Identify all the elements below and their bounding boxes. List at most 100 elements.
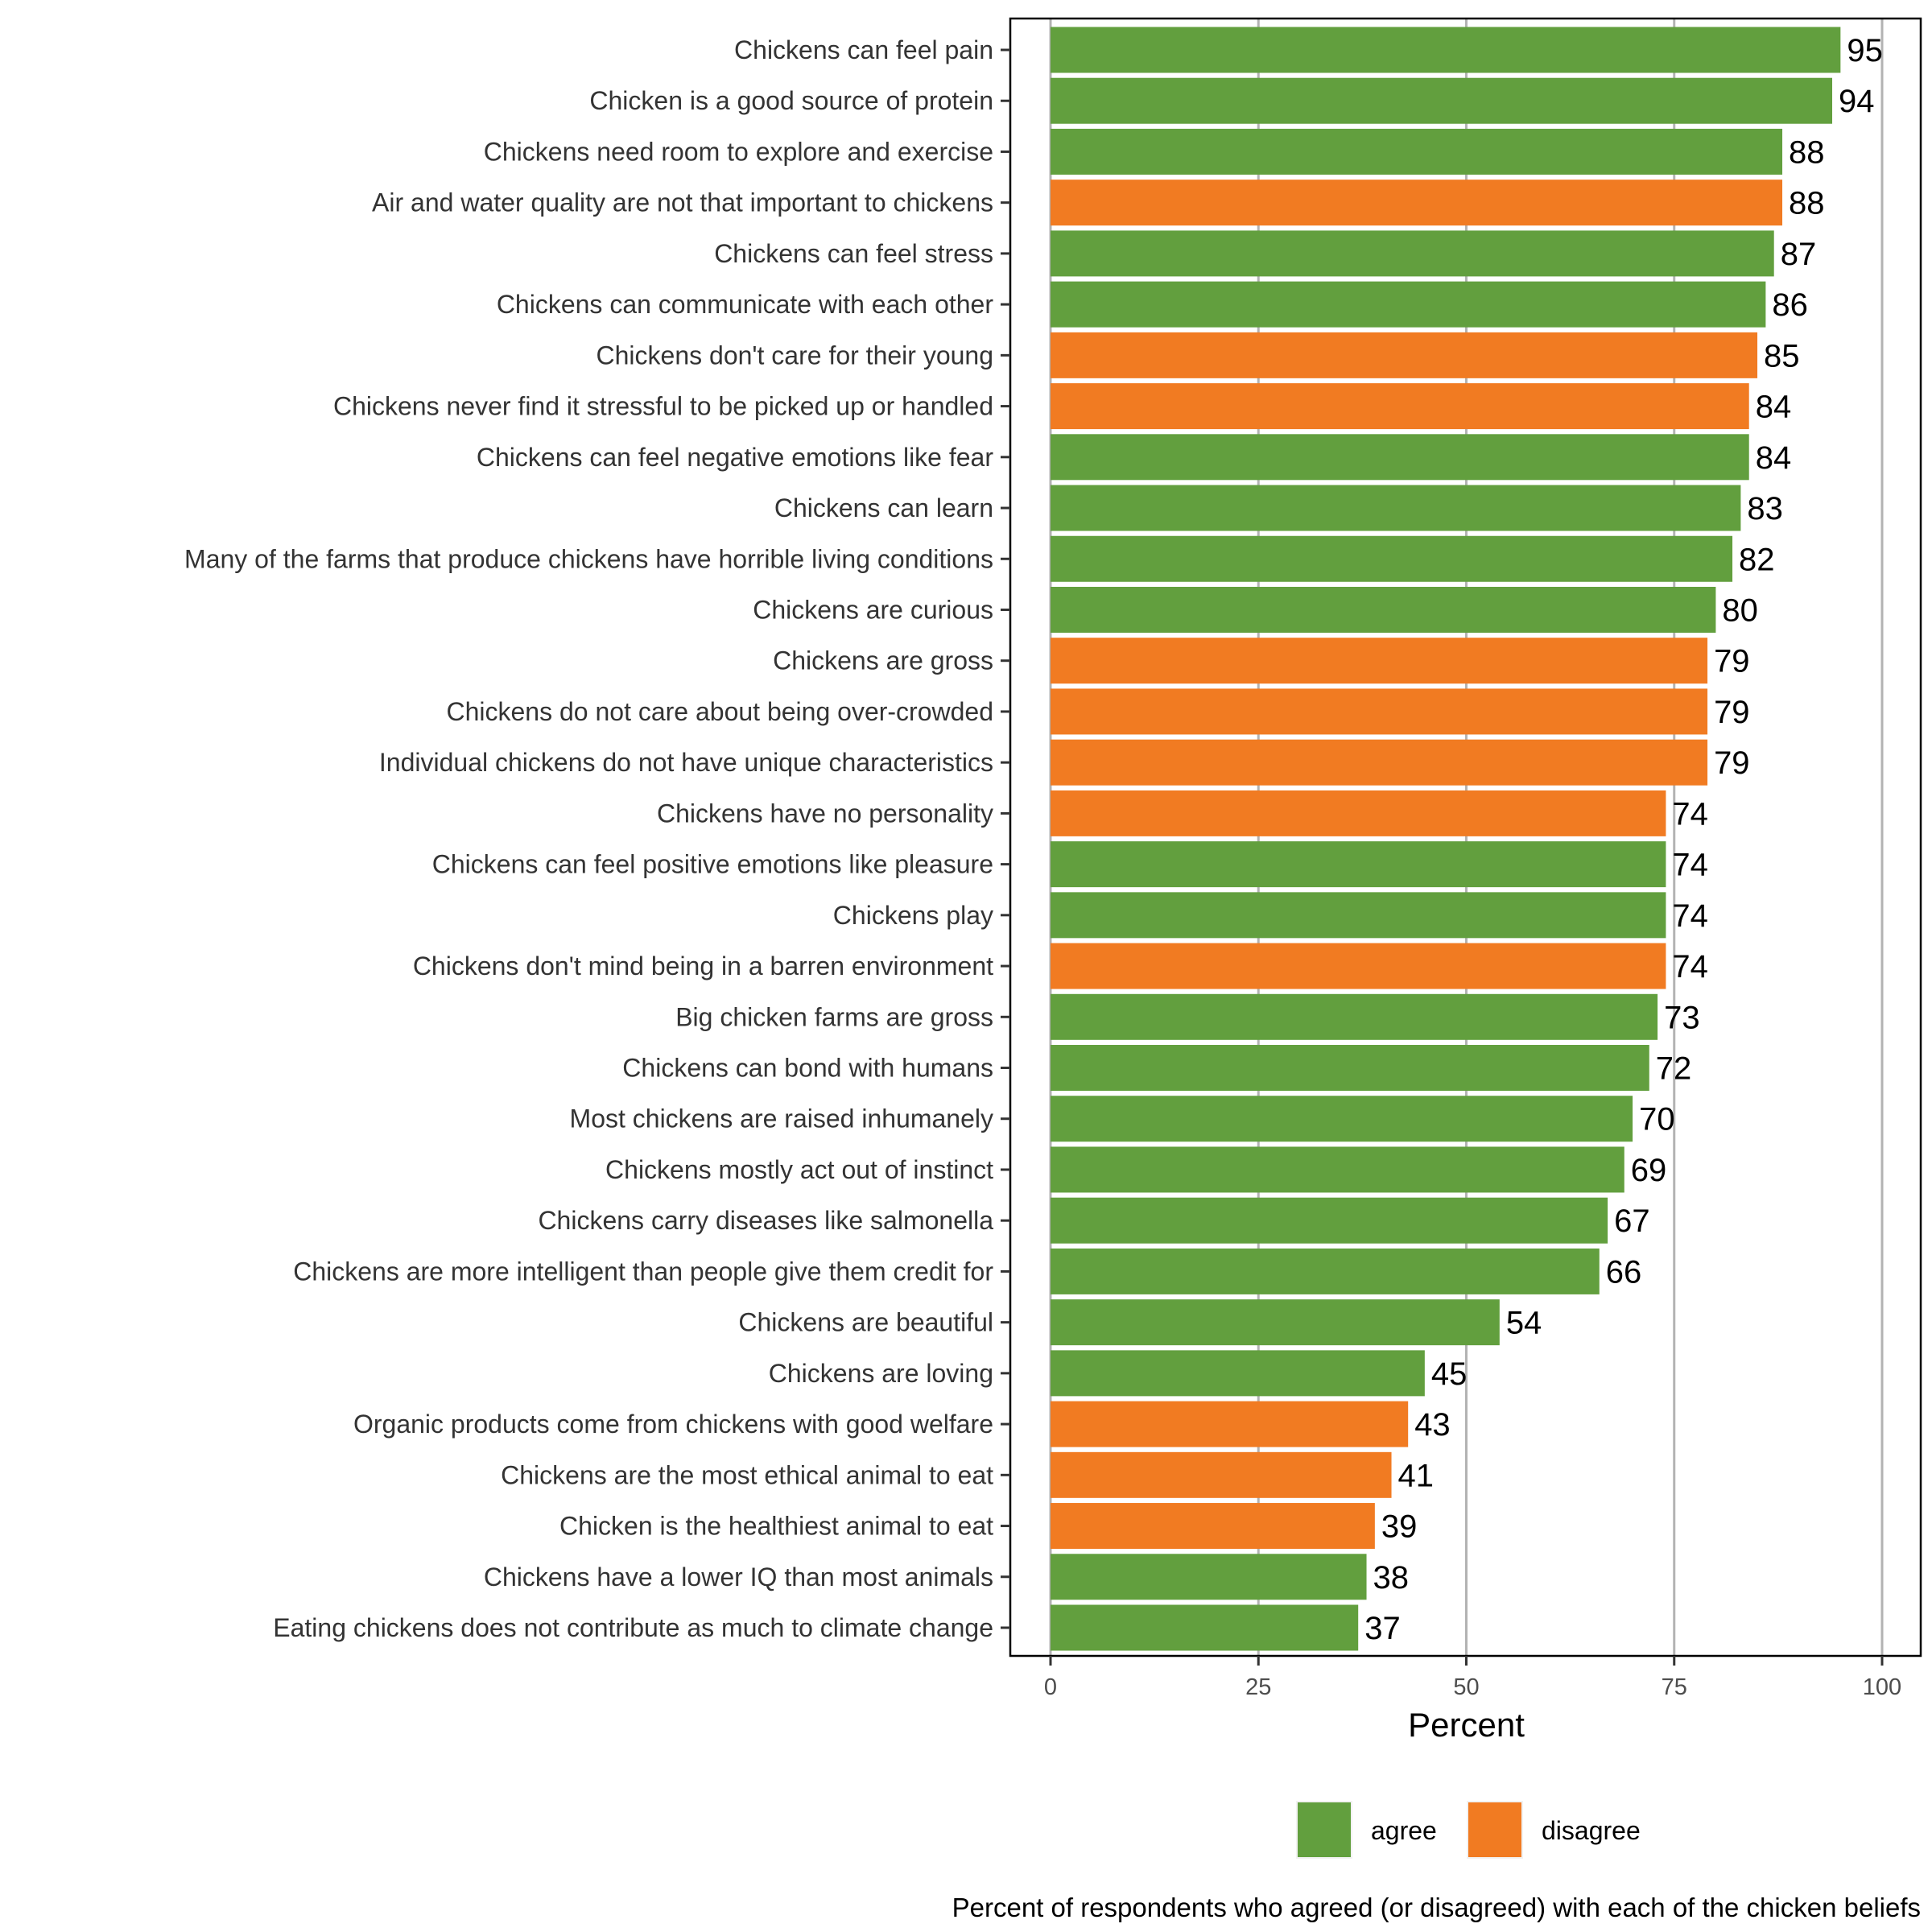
y-tick-label: Chickens are curious <box>753 595 993 624</box>
y-tick-label: Chickens are the most ethical animal to … <box>501 1460 993 1489</box>
y-tick-label: Eating chickens does not contribute as m… <box>273 1613 993 1642</box>
value-label: 79 <box>1714 745 1750 781</box>
bar-disagree <box>1051 943 1666 989</box>
y-tick-label: Chickens can feel negative emotions like… <box>477 443 993 472</box>
y-tick-label: Chickens can feel stress <box>714 239 993 268</box>
x-tick-label: 50 <box>1453 1674 1479 1700</box>
x-tick-label: 25 <box>1245 1674 1271 1700</box>
bar-agree <box>1051 281 1766 328</box>
value-label: 72 <box>1656 1051 1692 1087</box>
value-label: 73 <box>1664 1000 1700 1035</box>
y-tick-label: Chickens can feel pain <box>734 35 993 64</box>
y-tick-label: Chicken is a good source of protein <box>589 86 993 115</box>
value-label: 41 <box>1398 1458 1435 1493</box>
value-label: 39 <box>1381 1509 1418 1545</box>
value-label: 66 <box>1606 1254 1642 1290</box>
bar-disagree <box>1051 180 1783 226</box>
bar-agree <box>1051 1045 1649 1092</box>
value-label: 70 <box>1639 1102 1675 1137</box>
value-label: 84 <box>1756 440 1792 476</box>
bar-agree <box>1051 77 1833 124</box>
y-tick-label: Chickens are more intelligent than peopl… <box>293 1257 993 1286</box>
value-label: 74 <box>1672 949 1708 985</box>
y-tick-label: Chickens have no personality <box>657 799 993 828</box>
bar-agree <box>1051 1604 1359 1651</box>
y-tick-label: Big chicken farms are gross <box>675 1002 993 1031</box>
value-label: 43 <box>1414 1407 1451 1443</box>
value-label: 82 <box>1739 542 1775 577</box>
y-tick-label: Chickens are loving <box>769 1359 993 1388</box>
value-label: 67 <box>1614 1203 1649 1239</box>
y-tick-label: Chicken is the healthiest animal to eat <box>559 1512 993 1541</box>
value-label: 79 <box>1714 695 1750 730</box>
bar-agree <box>1051 1350 1425 1397</box>
value-label: 88 <box>1789 186 1825 221</box>
bar-agree <box>1051 993 1658 1040</box>
value-label: 95 <box>1847 33 1883 68</box>
value-label: 79 <box>1714 644 1750 679</box>
x-tick-label: 0 <box>1044 1674 1057 1700</box>
bar-disagree <box>1051 1503 1375 1550</box>
value-label: 74 <box>1672 796 1708 832</box>
y-axis-labels: Chickens can feel pain Chicken is a good … <box>184 35 1010 1642</box>
y-tick-label: Air and water quality are not that impor… <box>372 188 993 217</box>
bar-agree <box>1051 586 1716 633</box>
y-tick-label: Chickens can learn <box>774 493 993 522</box>
value-label: 74 <box>1672 898 1708 934</box>
bar-disagree <box>1051 739 1708 786</box>
bar-disagree <box>1051 383 1749 430</box>
value-label: 94 <box>1839 84 1875 119</box>
x-tick-label: 75 <box>1662 1674 1687 1700</box>
x-axis: 0 25 50 75 100 <box>1044 1656 1901 1700</box>
legend-key-agree <box>1296 1801 1352 1859</box>
legend-label-disagree: disagree <box>1542 1816 1641 1845</box>
value-label: 87 <box>1781 237 1817 272</box>
y-tick-label: Chickens never find it stressful to be p… <box>333 392 993 421</box>
value-label: 74 <box>1672 848 1708 883</box>
bar-disagree <box>1051 638 1708 684</box>
value-label: 88 <box>1789 134 1825 170</box>
value-label: 80 <box>1722 592 1758 628</box>
y-tick-label: Chickens can communicate with each other <box>497 290 994 319</box>
value-label: 38 <box>1373 1560 1410 1596</box>
bar-disagree <box>1051 688 1708 735</box>
y-tick-label: Many of the farms that produce chickens … <box>184 544 993 573</box>
bar-disagree <box>1051 332 1758 378</box>
y-tick-label: Chickens play <box>833 901 993 930</box>
bar-disagree <box>1051 1451 1392 1498</box>
bar-agree <box>1051 892 1666 939</box>
y-tick-label: Chickens are gross <box>773 646 993 675</box>
y-tick-label: Chickens don't care for their young <box>597 341 993 369</box>
chart-caption: Percent of respondents who agreed (or di… <box>952 1893 1921 1922</box>
bar-agree <box>1051 1554 1367 1600</box>
bar-agree <box>1051 27 1841 73</box>
value-label: 37 <box>1364 1611 1401 1646</box>
bar-agree <box>1051 1197 1608 1244</box>
value-label: 86 <box>1772 287 1808 323</box>
legend: agree disagree <box>1296 1801 1641 1859</box>
value-label: 69 <box>1631 1153 1667 1188</box>
bar-agree <box>1051 841 1666 888</box>
bar-disagree <box>1051 790 1666 836</box>
value-label: 83 <box>1747 491 1783 526</box>
y-tick-label: Chickens carry diseases like salmonella <box>538 1206 993 1235</box>
y-tick-label: Chickens are beautiful <box>738 1308 993 1337</box>
x-tick-label: 100 <box>1863 1674 1901 1700</box>
bar-agree <box>1051 230 1774 277</box>
y-tick-label: Chickens do not care about being over-cr… <box>446 697 993 726</box>
value-label: 45 <box>1431 1356 1468 1392</box>
bar-agree <box>1051 485 1741 531</box>
bar-agree <box>1051 128 1783 175</box>
y-tick-label: Individual chickens do not have unique c… <box>379 748 993 777</box>
bar-agree <box>1051 535 1733 582</box>
value-label: 85 <box>1764 338 1800 374</box>
bar-agree <box>1051 1096 1633 1142</box>
y-tick-label: Most chickens are raised inhumanely <box>570 1104 993 1133</box>
y-tick-label: Chickens have a lower IQ than most anima… <box>484 1563 993 1591</box>
y-tick-label: Chickens mostly act out of instinct <box>605 1155 993 1184</box>
bar-agree <box>1051 1248 1600 1294</box>
value-label: 84 <box>1756 390 1792 425</box>
y-tick-label: Chickens need room to explore and exerci… <box>484 137 993 166</box>
y-tick-label: Organic products come from chickens with… <box>353 1410 993 1439</box>
